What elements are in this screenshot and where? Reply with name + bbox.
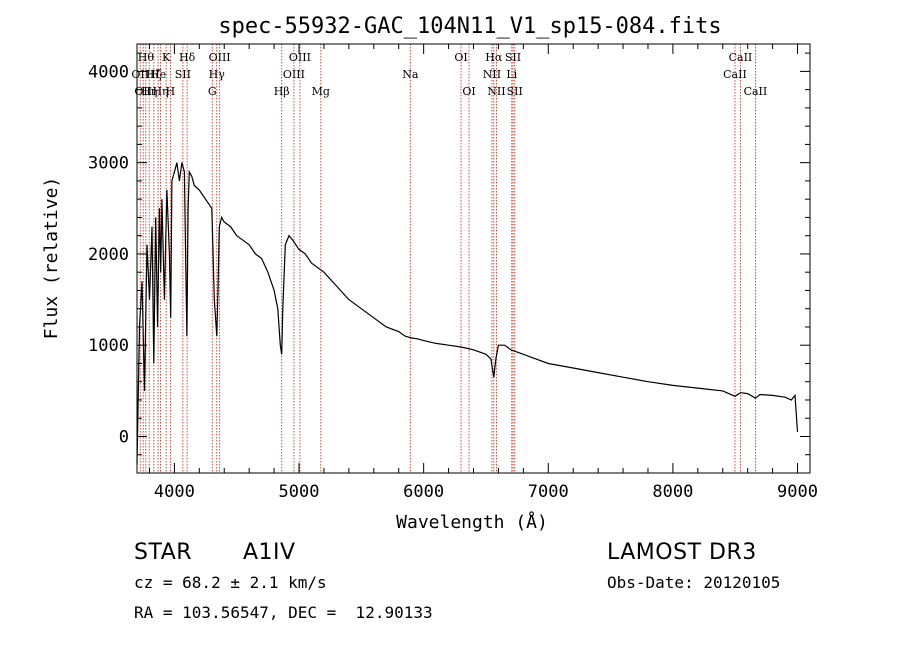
redshift-value: cz = 68.2 ± 2.1 km/s <box>134 573 327 592</box>
observation-date: Obs-Date: 20120105 <box>607 573 781 592</box>
x-tick-label: 9000 <box>777 482 818 502</box>
spectral-line-label: He <box>150 68 166 81</box>
spectral-line-label: OII <box>131 68 149 81</box>
spectral-line-label: H <box>166 85 176 98</box>
plot-frame <box>136 43 811 474</box>
survey-name: LAMOST DR3 <box>607 540 757 565</box>
spectral-line-label: OIII <box>283 68 305 81</box>
spectral-line-label: G <box>208 85 217 98</box>
spectral-line-label: SII <box>175 68 191 81</box>
spectral-line-label: Mg <box>312 85 330 98</box>
spectral-line-label: Hγ <box>209 68 226 81</box>
spectrum-line <box>136 162 799 464</box>
x-tick-label: 5000 <box>279 482 320 502</box>
spectral-line-label: NII <box>487 85 505 98</box>
spectral-line-label: Hη <box>152 85 168 98</box>
spectral-line-label: CaII <box>744 85 768 98</box>
spectral-line-label: OIII <box>289 51 311 64</box>
spectral-line-label: OI <box>462 85 475 98</box>
spectral-line-label: Li <box>506 68 517 81</box>
x-axis-label: Wavelength (Å) <box>396 511 548 533</box>
spectral-line-label: K <box>162 51 171 64</box>
spectral-line-label: Hη <box>141 85 157 98</box>
x-tick-label: 6000 <box>403 482 444 502</box>
spectral-line-label: Hα <box>485 51 503 64</box>
spectral-line-label: Hθ <box>138 51 155 64</box>
spectral-line-label: OI <box>454 51 467 64</box>
axis-ticks: 4000 5000 6000 7000 8000 9000 0 1000 2000 3000 400… <box>88 44 818 502</box>
x-tick-label: 4000 <box>154 482 195 502</box>
y-tick-label: 3000 <box>88 154 129 174</box>
spectral-line-label: Hδ <box>179 51 196 64</box>
spectral-line-label: SII <box>505 51 521 64</box>
spectral-line-label: CaII <box>723 68 747 81</box>
y-tick-label: 2000 <box>88 245 129 265</box>
spectral-line-label: CaII <box>729 51 753 64</box>
spectral-line-label: NII <box>483 68 501 81</box>
x-tick-label: 8000 <box>652 482 693 502</box>
spectral-line-label: SII <box>507 85 523 98</box>
coordinates: RA = 103.56547, DEC = 12.90133 <box>134 603 433 622</box>
x-tick-label: 7000 <box>528 482 569 502</box>
spectral-line-label: OII <box>134 85 152 98</box>
object-subclass: A1IV <box>243 540 296 565</box>
spectral-line-label: Hβ <box>274 85 290 98</box>
spectral-line-label: OIII <box>209 51 231 64</box>
spectral-line-markers <box>139 44 756 473</box>
y-axis-label: Flux (relative) <box>41 177 62 340</box>
spectral-line-label: Na <box>402 68 419 81</box>
chart-title: spec-55932-GAC_104N11_V1_sp15-084.fits <box>218 14 721 39</box>
y-tick-label: 1000 <box>88 336 129 356</box>
y-tick-label: 0 <box>119 427 129 447</box>
spectral-line-label: Hζ <box>146 68 162 81</box>
object-class: STAR <box>134 540 193 565</box>
y-tick-label: 4000 <box>88 62 129 82</box>
